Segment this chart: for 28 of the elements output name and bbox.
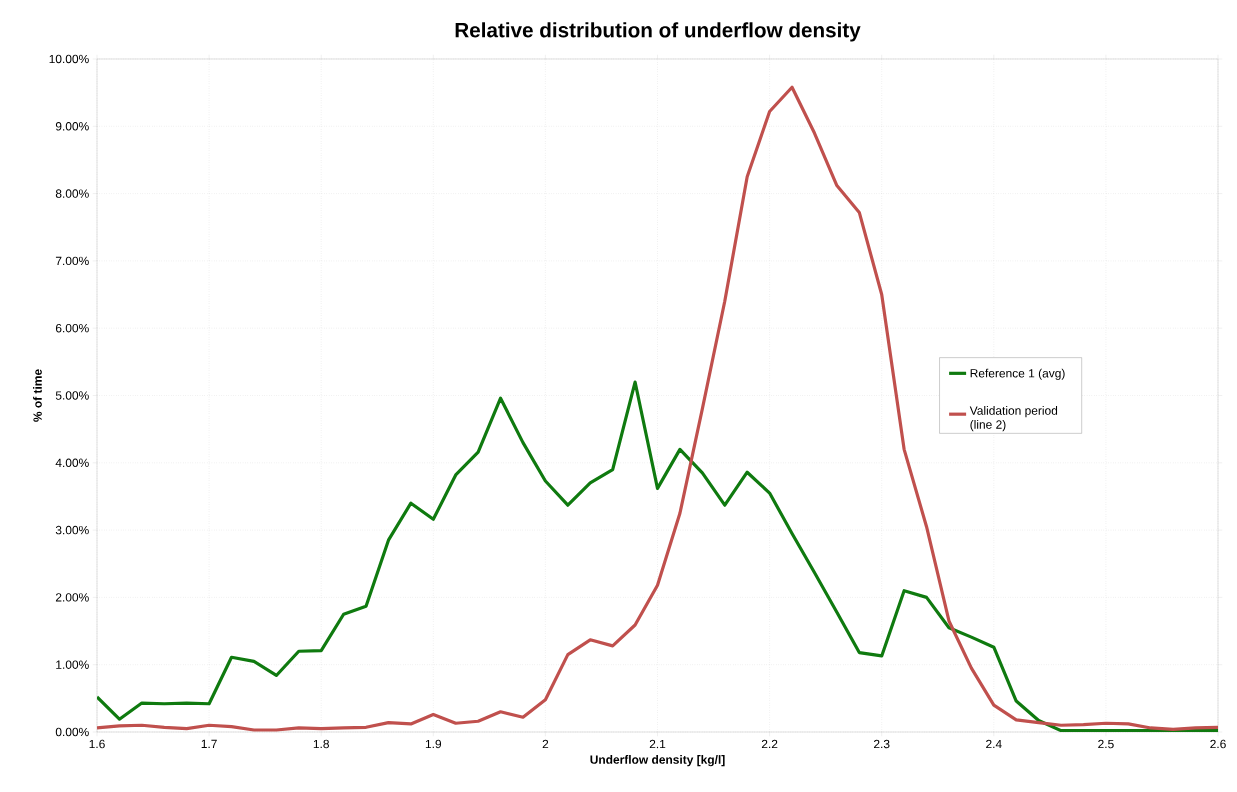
- x-tick-label: 1.7: [201, 739, 217, 748]
- x-tick-label: 2.4: [986, 739, 1002, 749]
- y-tick-label: 4.00%: [55, 458, 89, 468]
- x-tick-label: 2.6: [1210, 739, 1226, 749]
- x-tick-label: 2.3: [873, 739, 890, 749]
- y-tick-label: 9.00%: [55, 122, 89, 131]
- line-series: [97, 85, 1219, 732]
- chart-title: Relative distribution of underflow density: [455, 22, 861, 42]
- x-tick-label: 2: [542, 739, 549, 749]
- y-tick-label: 8.00%: [55, 189, 89, 198]
- legend-label: Reference 1 (avg): [970, 368, 1065, 380]
- x-tick-label: 1.9: [425, 739, 442, 749]
- y-tick-label: 6.00%: [55, 323, 89, 333]
- y-tick-label: 2.00%: [55, 593, 89, 602]
- x-tick-label: 1.8: [313, 739, 329, 749]
- y-tick-label: 5.00%: [55, 391, 89, 400]
- y-tick-label: 7.00%: [55, 256, 89, 266]
- y-tick-label: 3.00%: [55, 525, 89, 535]
- y-axis-title: % of time: [33, 369, 42, 422]
- y-tick-label: 0.00%: [55, 727, 89, 737]
- x-axis-title: Underflow density [kg/l]: [590, 755, 725, 767]
- y-tick-label: 1.00%: [56, 660, 89, 669]
- legend-label: Validation period (line 2): [969, 406, 1058, 432]
- y-tick-label: 10.00%: [49, 54, 89, 64]
- x-tick-label: 2.1: [649, 739, 666, 749]
- x-tick-label: 2.5: [1098, 739, 1114, 749]
- x-tick-label: 1.6: [89, 739, 105, 749]
- x-tick-label: 2.2: [761, 739, 778, 749]
